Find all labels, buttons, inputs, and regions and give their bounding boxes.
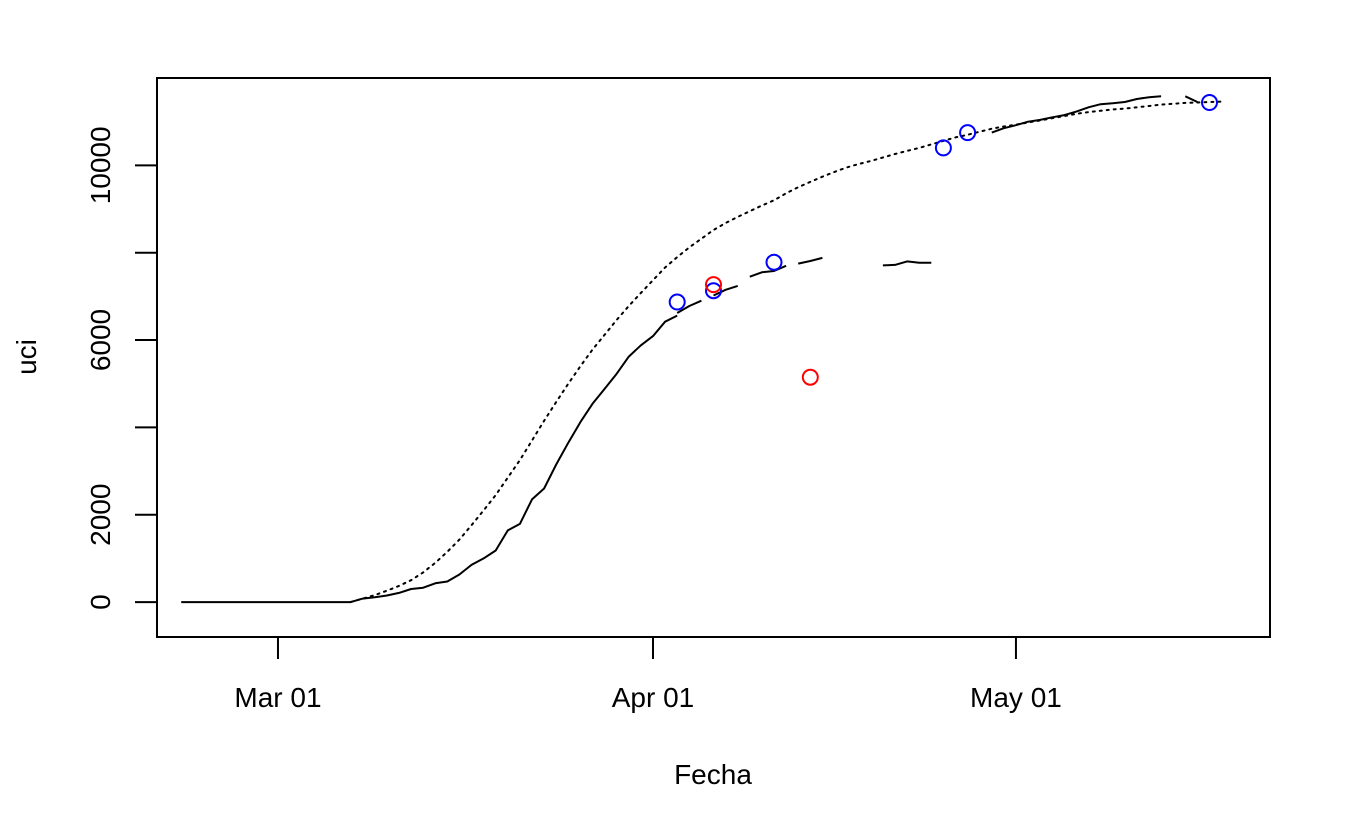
series-1-segment-0: [349, 100, 1223, 604]
y-tick-label-1: 2000: [85, 484, 116, 546]
data-point-5: [934, 139, 952, 157]
data-point-0: [668, 293, 686, 311]
series-0-segment-0: [181, 314, 678, 604]
series-0-segment-7: [1184, 95, 1198, 103]
series-0-segment-4: [797, 256, 823, 265]
data-point-7: [1201, 94, 1218, 111]
x-axis-label: Fecha: [674, 759, 752, 790]
series-0-segment-5: [882, 260, 932, 267]
series-0-segment-1: [676, 299, 702, 314]
series-0-segment-6: [991, 95, 1162, 134]
plot-frame: [156, 77, 1271, 638]
data-point-2: [705, 276, 722, 294]
data-point-4: [801, 368, 819, 386]
series-layer: [181, 95, 1223, 604]
y-axis: 0 2000 6000 10000: [85, 126, 158, 610]
data-point-6: [959, 124, 977, 142]
x-tick-label-0: Mar 01: [234, 682, 321, 713]
points-layer: [668, 94, 1218, 386]
series-0-segment-3: [749, 264, 787, 278]
data-point-1: [705, 282, 722, 300]
x-tick-label-2: May 01: [970, 682, 1062, 713]
data-point-3: [765, 253, 783, 271]
y-tick-label-0: 0: [85, 594, 116, 610]
x-tick-label-1: Apr 01: [612, 682, 695, 713]
series-0-segment-2: [713, 284, 739, 297]
y-tick-label-3: 6000: [85, 309, 116, 371]
y-axis-label: uci: [11, 339, 42, 375]
x-axis: Mar 01 Apr 01 May 01: [234, 637, 1062, 713]
y-tick-label-5: 10000: [85, 126, 116, 204]
